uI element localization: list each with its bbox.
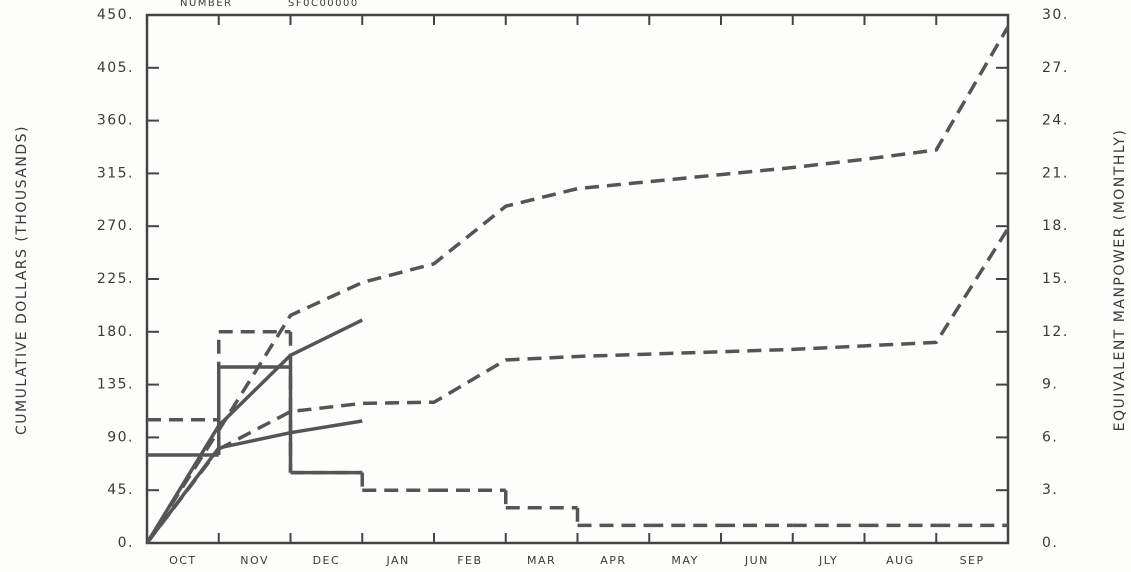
y-tick-label: 450. [97,7,134,23]
y2-tick-label: 12. [1042,324,1069,340]
y-tick-label: 0. [118,535,134,551]
annotation: SF0C00000 [288,0,359,9]
y2-tick-label: 24. [1042,113,1069,129]
y-tick-label: 135. [97,377,134,393]
x-tick-label: DEC [313,554,341,567]
y2-tick-label: 3. [1042,482,1058,498]
x-tick-label: NOV [240,554,269,567]
y-tick-label: 225. [97,271,134,287]
y2-tick-label: 6. [1042,429,1058,445]
y2-tick-label: 27. [1042,60,1069,76]
x-tick-label: SEP [960,554,985,567]
y-tick-label: 45. [107,482,134,498]
annotation: NUMBER [180,0,233,9]
x-tick-label: AUG [886,554,915,567]
y2-tick-label: 15. [1042,271,1069,287]
x-tick-label: JUN [744,554,769,567]
y2-axis-title: EQUIVALENT MANPOWER (MONTHLY) [1112,129,1128,432]
x-tick-label: MAY [671,554,698,567]
y-tick-label: 360. [97,113,134,129]
x-tick-label: APR [600,554,626,567]
origin-segment [145,424,221,544]
y-tick-label: 270. [97,218,134,234]
y-tick-label: 90. [107,429,134,445]
x-tick-label: JLY [818,554,838,567]
y-tick-label: 405. [97,60,134,76]
y-tick-label: 180. [97,324,134,340]
series-line [217,227,1010,451]
y-axis-title: CUMULATIVE DOLLARS (THOUSANDS) [14,125,30,435]
y-tick-label: 315. [97,165,134,181]
y2-tick-label: 0. [1042,535,1058,551]
origin-segment [145,446,221,545]
y2-tick-label: 18. [1042,218,1069,234]
series-line [217,25,1010,432]
y2-tick-label: 21. [1042,165,1069,181]
y2-tick-label: 30. [1042,7,1069,23]
x-tick-label: MAR [527,554,556,567]
y2-tick-label: 9. [1042,377,1058,393]
plot-frame [145,13,1010,545]
x-tick-label: FEB [457,554,482,567]
x-tick-label: OCT [169,554,197,567]
x-tick-label: JAN [385,554,409,567]
